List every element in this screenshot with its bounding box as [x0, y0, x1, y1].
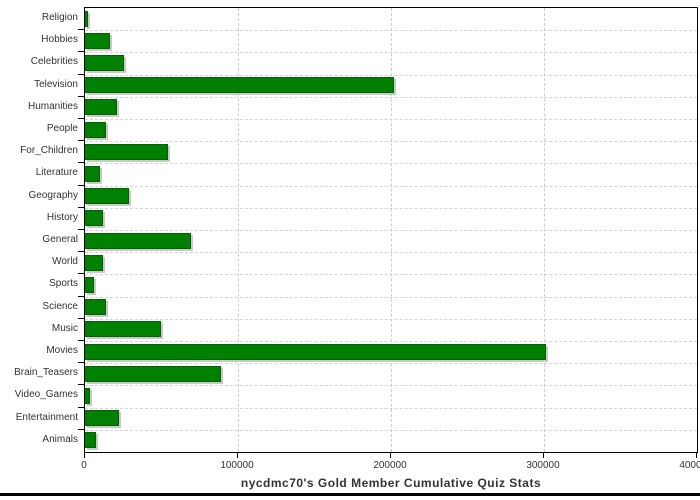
- grid-line-horizontal: [85, 230, 697, 231]
- bar-for_children: [85, 143, 169, 160]
- x-tick-label: 0: [81, 460, 87, 471]
- grid-line-horizontal: [85, 429, 697, 431]
- y-axis-tick: [78, 428, 84, 430]
- bar-literature: [85, 165, 101, 182]
- category-label: General: [42, 234, 78, 245]
- bar-general: [85, 232, 191, 249]
- category-label: Science: [42, 300, 78, 312]
- bar-people: [85, 121, 107, 138]
- y-axis-tick: [78, 184, 84, 186]
- bar-science: [85, 299, 107, 316]
- category-label: Geography: [28, 189, 78, 201]
- y-axis-tick: [78, 273, 84, 275]
- category-label: Humanities: [27, 100, 78, 112]
- bar-sports: [85, 276, 95, 293]
- y-axis-tick: [78, 317, 84, 319]
- category-label: Music: [51, 322, 78, 334]
- bar-geography: [85, 188, 129, 205]
- grid-line-horizontal: [85, 252, 697, 254]
- y-axis-tick: [78, 73, 84, 75]
- category-label: Entertainment: [15, 411, 78, 423]
- category-label: Movies: [46, 345, 78, 356]
- y-axis-tick: [78, 251, 84, 253]
- bar-video_games: [85, 387, 91, 404]
- x-tick-label: 400000: [679, 460, 700, 471]
- bar-music: [85, 321, 161, 338]
- bar-hobbies: [85, 32, 111, 49]
- grid-line-horizontal: [85, 185, 697, 187]
- grid-line-horizontal: [85, 385, 697, 387]
- category-label: Television: [34, 78, 78, 90]
- bar-entertainment: [85, 410, 120, 427]
- y-axis-tick: [78, 95, 84, 97]
- y-axis-tick: [78, 118, 84, 119]
- x-axis-tick: [543, 452, 544, 458]
- grid-line-horizontal: [85, 141, 697, 143]
- category-label: Hobbies: [41, 34, 78, 46]
- y-axis-tick: [78, 29, 84, 31]
- bar-movies: [85, 343, 546, 360]
- grid-line-horizontal: [85, 52, 697, 54]
- x-axis-tick: [237, 452, 238, 458]
- y-axis-tick: [78, 295, 84, 297]
- x-axis-tick: [390, 452, 391, 458]
- grid-line-horizontal: [85, 74, 697, 76]
- category-label: For_Children: [20, 145, 78, 157]
- grid-line-horizontal: [85, 318, 697, 320]
- y-axis-tick: [78, 229, 84, 230]
- category-label: History: [46, 211, 78, 223]
- x-axis-tick: [696, 452, 697, 458]
- grid-line-horizontal: [85, 274, 697, 276]
- grid-line-horizontal: [85, 96, 697, 98]
- y-axis-tick: [78, 384, 84, 386]
- grid-line-horizontal: [85, 363, 697, 365]
- y-axis-tick: [78, 206, 84, 208]
- category-label: World: [52, 256, 78, 268]
- bar-history: [85, 210, 104, 227]
- y-axis-tick: [78, 340, 84, 341]
- category-label: Literature: [35, 167, 78, 179]
- y-axis-tick: [78, 406, 84, 408]
- plot-area: [84, 7, 698, 453]
- grid-line-horizontal: [85, 207, 697, 209]
- category-label: Animals: [42, 433, 78, 445]
- y-axis-labels: Religion Hobbies Celebrities Television Huma…: [0, 7, 78, 451]
- bar-animals: [85, 432, 96, 449]
- y-axis-tick: [78, 51, 84, 53]
- y-axis-tick: [78, 162, 84, 164]
- category-label: Sports: [49, 278, 78, 290]
- x-axis-tick: [84, 452, 85, 458]
- grid-line-horizontal: [85, 30, 697, 32]
- grid-line-horizontal: [85, 119, 697, 120]
- y-axis-tick: [78, 140, 84, 142]
- category-label: People: [46, 123, 78, 134]
- bottom-border-line: [0, 493, 700, 496]
- grid-line-horizontal: [85, 341, 697, 342]
- bar-television: [85, 77, 395, 94]
- bar-world: [85, 254, 103, 271]
- bar-religion: [85, 10, 89, 27]
- x-tick-label: 100000: [220, 460, 254, 471]
- y-axis-tick: [78, 362, 84, 364]
- chart-title: nycdmc70's Gold Member Cumulative Quiz S…: [240, 476, 542, 490]
- category-label: Video_Games: [14, 389, 78, 401]
- bar-celebrities: [85, 54, 124, 71]
- grid-line-horizontal: [85, 296, 697, 298]
- x-tick-label: 300000: [526, 460, 560, 471]
- x-tick-label: 200000: [373, 460, 407, 471]
- grid-line-horizontal: [85, 163, 697, 165]
- bar-humanities: [85, 99, 118, 116]
- grid-line-horizontal: [85, 407, 697, 409]
- bar-brain_teasers: [85, 365, 222, 382]
- category-label: Brain_Teasers: [14, 367, 78, 379]
- category-label: Religion: [41, 12, 78, 23]
- category-label: Celebrities: [30, 56, 78, 68]
